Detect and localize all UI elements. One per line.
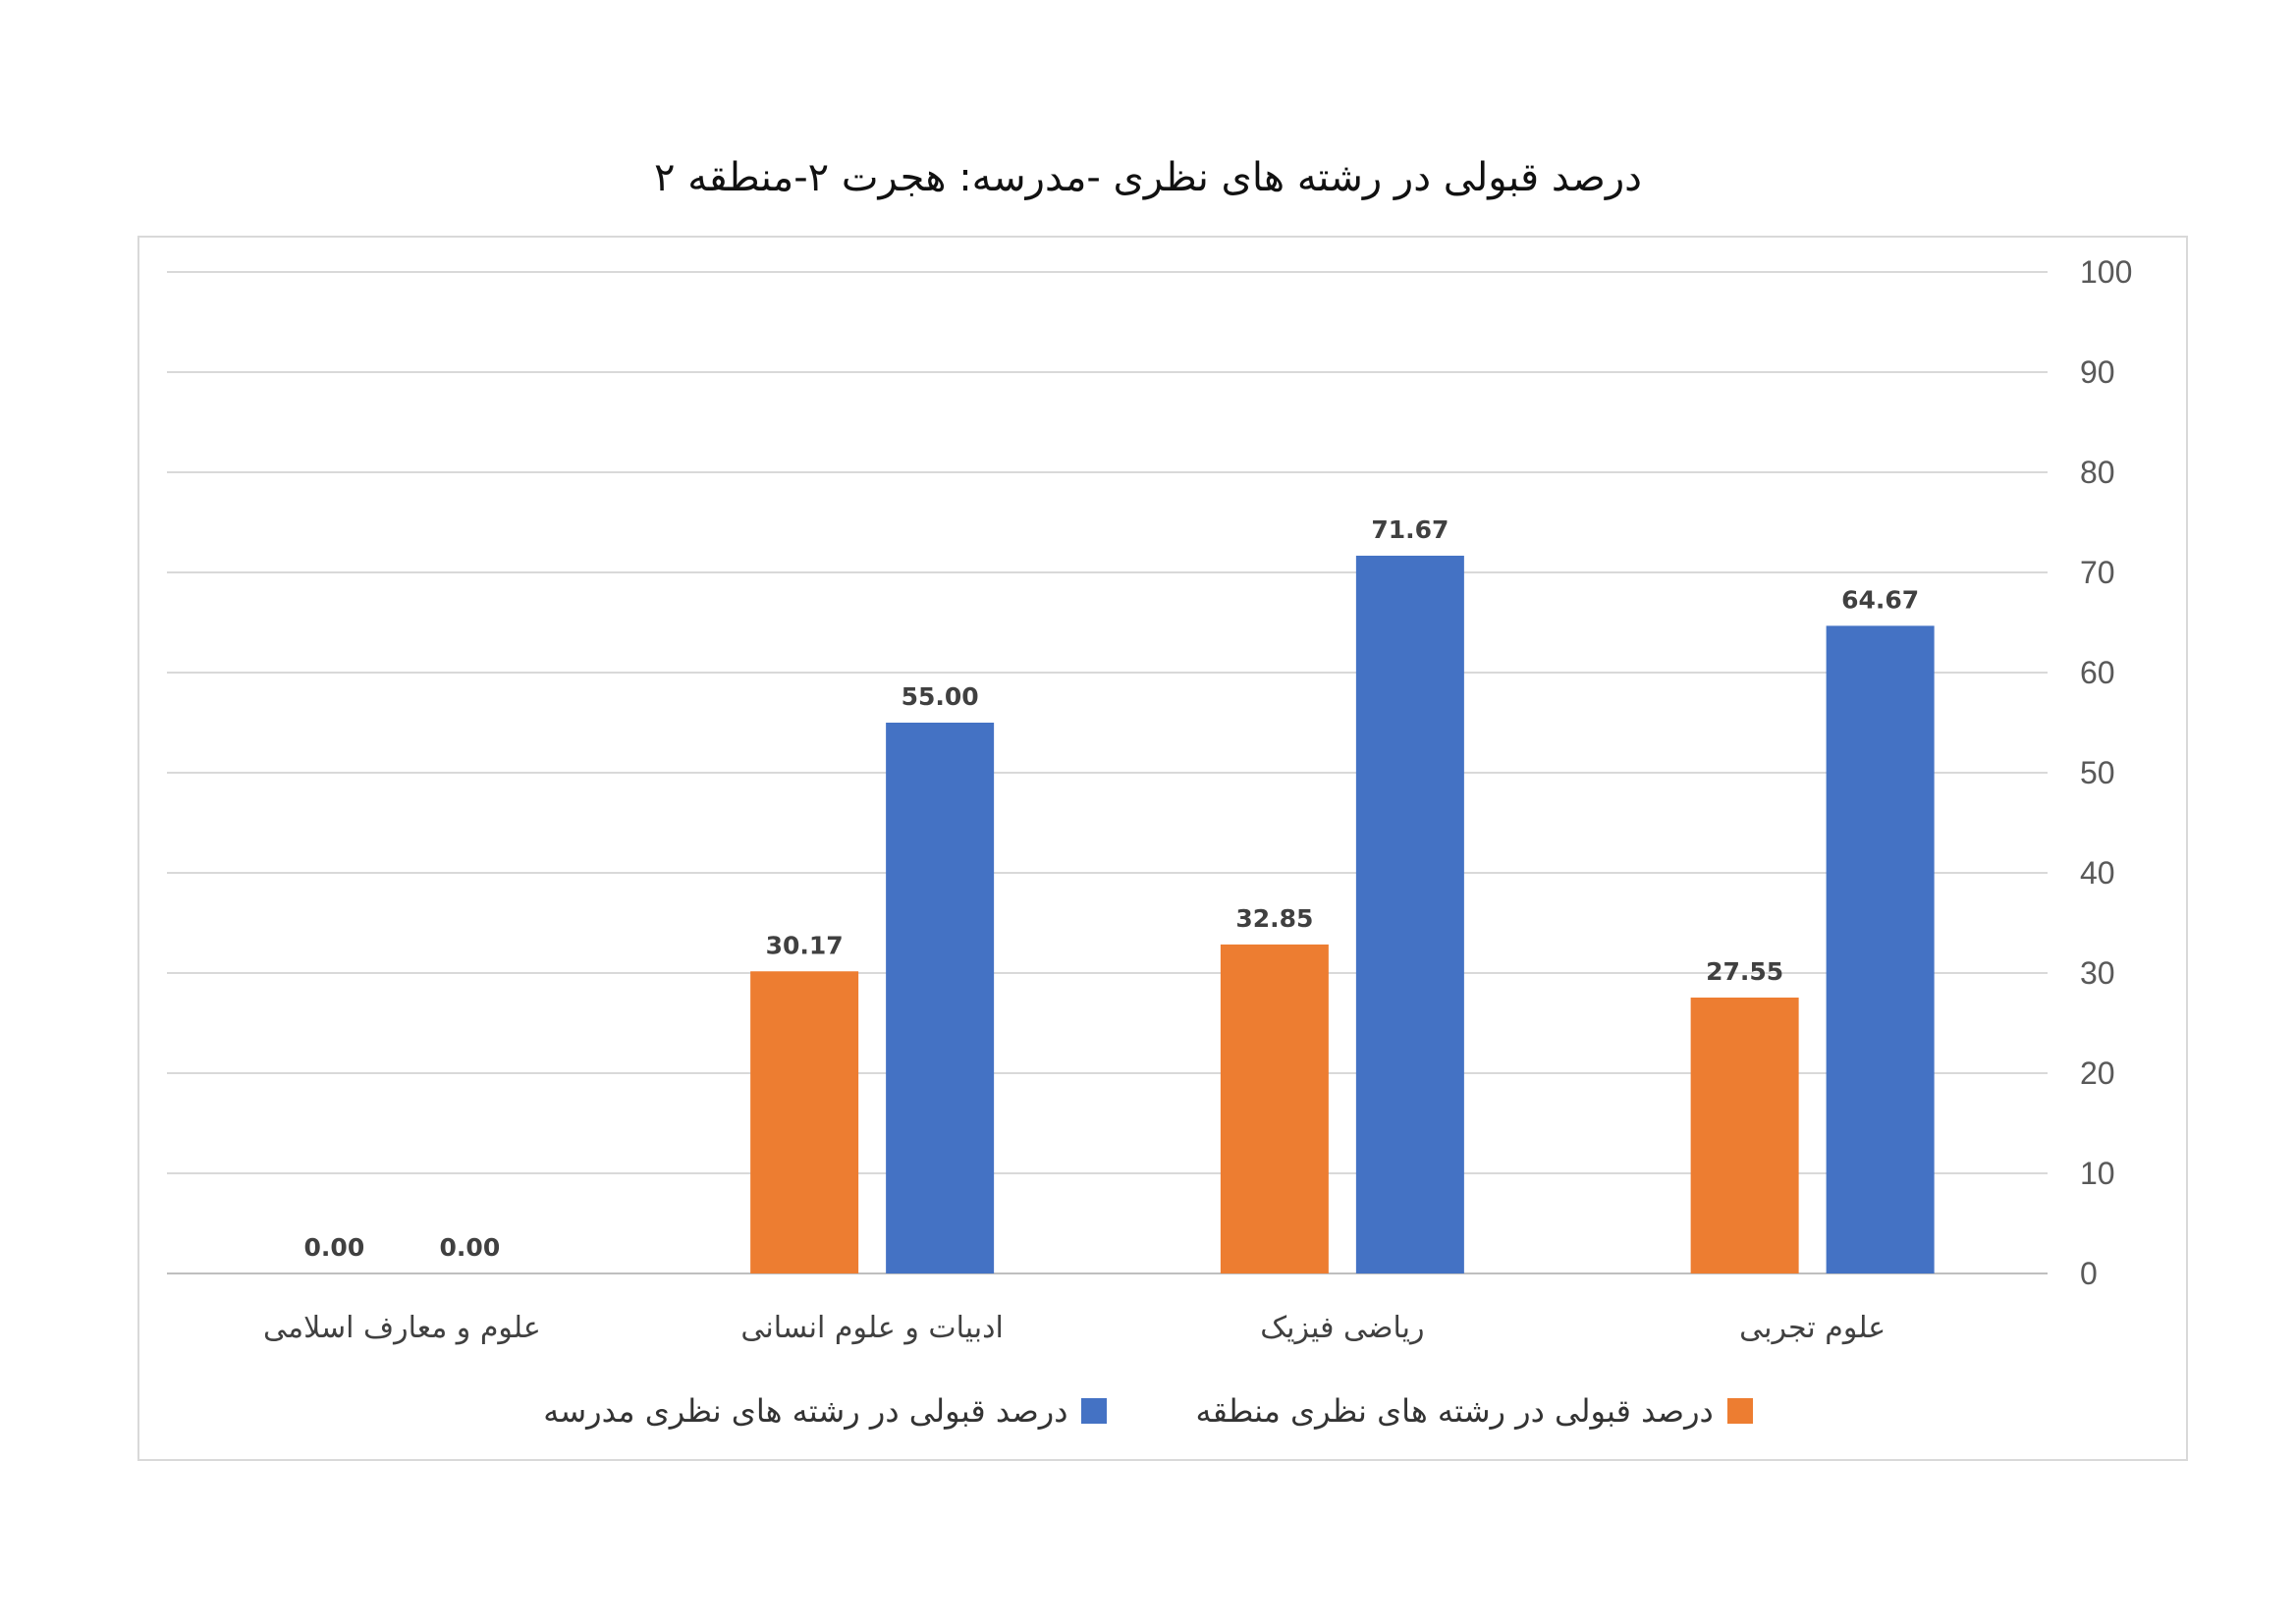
y-tick-label: 60 <box>2080 655 2115 690</box>
y-tick-label: 70 <box>2080 555 2115 590</box>
bar <box>1220 944 1329 1273</box>
bar <box>750 971 859 1273</box>
legend: درصد قبولی در رشته های نظری منطقه درصد ق… <box>0 1392 2296 1430</box>
bar <box>886 723 995 1273</box>
x-category-label: علوم و معارف اسلامی <box>263 1311 541 1345</box>
bar <box>1690 997 1799 1273</box>
data-label: 71.67 <box>1371 515 1449 544</box>
legend-label-region: درصد قبولی در رشته های نظری منطقه <box>1195 1392 1714 1430</box>
x-category-label: ادبیات و علوم انسانی <box>740 1311 1003 1345</box>
data-label: 55.00 <box>902 682 979 711</box>
legend-swatch-school <box>1081 1398 1108 1424</box>
data-label: 30.17 <box>766 931 844 959</box>
y-tick-label: 10 <box>2080 1156 2115 1191</box>
chart-title: درصد قبولی در رشته های نظری -مدرسه: هجرت… <box>654 155 1642 200</box>
y-tick-label: 0 <box>2080 1256 2098 1291</box>
data-label: 64.67 <box>1841 585 1919 614</box>
data-label: 27.55 <box>1706 957 1783 986</box>
y-tick-label: 20 <box>2080 1056 2115 1091</box>
legend-item-region: درصد قبولی در رشته های نظری منطقه <box>1195 1392 1753 1430</box>
data-label: 0.00 <box>304 1233 365 1262</box>
legend-label-school: درصد قبولی در رشته های نظری مدرسه <box>543 1392 1068 1430</box>
data-label: 0.00 <box>440 1233 501 1262</box>
x-category-label: ریاضی فیزیک <box>1260 1311 1424 1345</box>
bar <box>1826 625 1935 1273</box>
y-tick-label: 50 <box>2080 755 2115 790</box>
y-tick-label: 30 <box>2080 955 2115 991</box>
y-tick-label: 40 <box>2080 855 2115 891</box>
bar <box>1355 555 1464 1273</box>
legend-item-school: درصد قبولی در رشته های نظری مدرسه <box>543 1392 1108 1430</box>
x-category-label: علوم تجربی <box>1739 1311 1886 1345</box>
data-label: 32.85 <box>1235 904 1313 933</box>
y-tick-label: 100 <box>2080 254 2132 290</box>
y-tick-label: 90 <box>2080 354 2115 390</box>
y-tick-label: 80 <box>2080 455 2115 490</box>
legend-swatch-region <box>1726 1398 1753 1424</box>
chart-frame <box>137 236 2188 1461</box>
